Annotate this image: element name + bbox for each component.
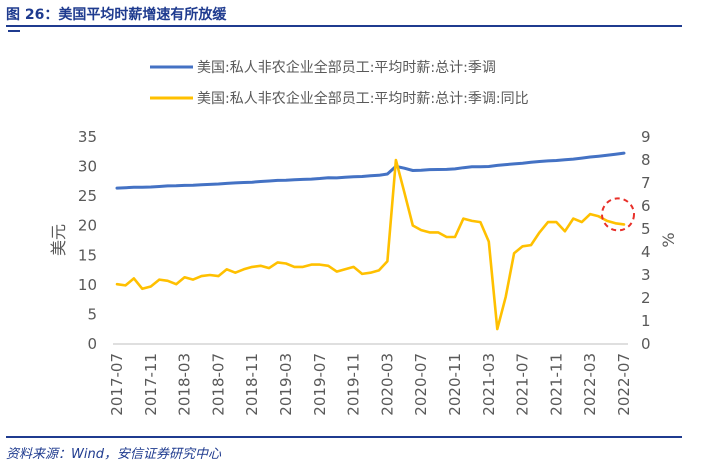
x-tick-label: 2018-07: [209, 353, 227, 416]
x-tick-label: 2019-03: [277, 353, 295, 416]
left-y-tick-label: 20: [78, 217, 97, 235]
right-y-tick-label: 9: [641, 128, 651, 146]
left-y-tick-label: 5: [87, 305, 97, 323]
legend-label-series-2: 美国:私人非农企业全部员工:平均时薪:总计:季调:同比: [197, 90, 529, 107]
left-y-axis: 0 5 10 15 20 25 30 35: [78, 128, 97, 353]
x-tick-label: 2020-11: [446, 353, 464, 416]
x-tick-label: 2019-11: [345, 353, 363, 416]
legend-label-series-1: 美国:私人非农企业全部员工:平均时薪:总计:季调: [197, 59, 496, 76]
right-y-tick-label: 5: [641, 220, 651, 238]
x-tick-label: 2018-03: [176, 353, 194, 416]
right-y-tick-label: 1: [641, 312, 651, 330]
line-chart: 美国:私人非农企业全部员工:平均时薪:总计:季调 美国:私人非农企业全部员工:平…: [49, 59, 678, 416]
series-line-2: [115, 158, 626, 331]
left-y-tick-label: 10: [78, 276, 97, 294]
right-y-tick-label: 7: [641, 174, 651, 192]
x-tick-label: 2021-11: [547, 353, 565, 416]
left-y-tick-label: 0: [87, 335, 97, 353]
x-tick-label: 2018-11: [243, 353, 261, 416]
left-y-tick-label: 15: [78, 246, 97, 264]
chart-legend: 美国:私人非农企业全部员工:平均时薪:总计:季调 美国:私人非农企业全部员工:平…: [150, 59, 529, 107]
right-y-tick-label: 0: [641, 335, 651, 353]
right-y-tick-label: 4: [641, 243, 651, 261]
x-tick-label: 2021-03: [480, 353, 498, 416]
x-tick-label: 2020-07: [412, 353, 430, 416]
right-y-tick-label: 8: [641, 151, 651, 169]
left-axis-label: 美元: [49, 224, 68, 256]
x-tick-label: 2017-11: [142, 353, 160, 416]
highlight-circle: [601, 197, 635, 232]
x-tick-label: 2019-07: [311, 353, 329, 416]
source-rule: [6, 436, 682, 438]
x-tick-label: 2017-07: [108, 353, 126, 416]
figure-title: 图 26：美国平均时薪增速有所放缓: [6, 7, 227, 23]
title-rule: [6, 25, 682, 27]
right-y-axis: 0 1 2 3 4 5 6 7 8 9: [641, 128, 651, 353]
x-tick-label: 2021-07: [514, 353, 532, 416]
series-line-1: [115, 151, 626, 190]
left-y-tick-label: 30: [78, 158, 97, 176]
x-axis: 2017-07 2017-11 2018-03 2018-07 2018-11 2019-…: [108, 343, 633, 416]
right-y-tick-label: 2: [641, 289, 651, 307]
x-tick-label: 2022-03: [581, 353, 599, 416]
x-tick-label: 2020-03: [378, 353, 396, 416]
right-y-tick-label: 3: [641, 266, 651, 284]
left-y-tick-label: 25: [78, 187, 97, 205]
left-y-tick-label: 35: [78, 128, 97, 146]
right-y-tick-label: 6: [641, 197, 651, 215]
x-tick-label: 2022-07: [615, 353, 633, 416]
plot-area: [115, 151, 635, 331]
source-note: 资料来源：Wind，安信证券研究中心: [6, 447, 221, 462]
title-rule-accent: [8, 30, 20, 32]
right-axis-label: %: [659, 232, 678, 247]
